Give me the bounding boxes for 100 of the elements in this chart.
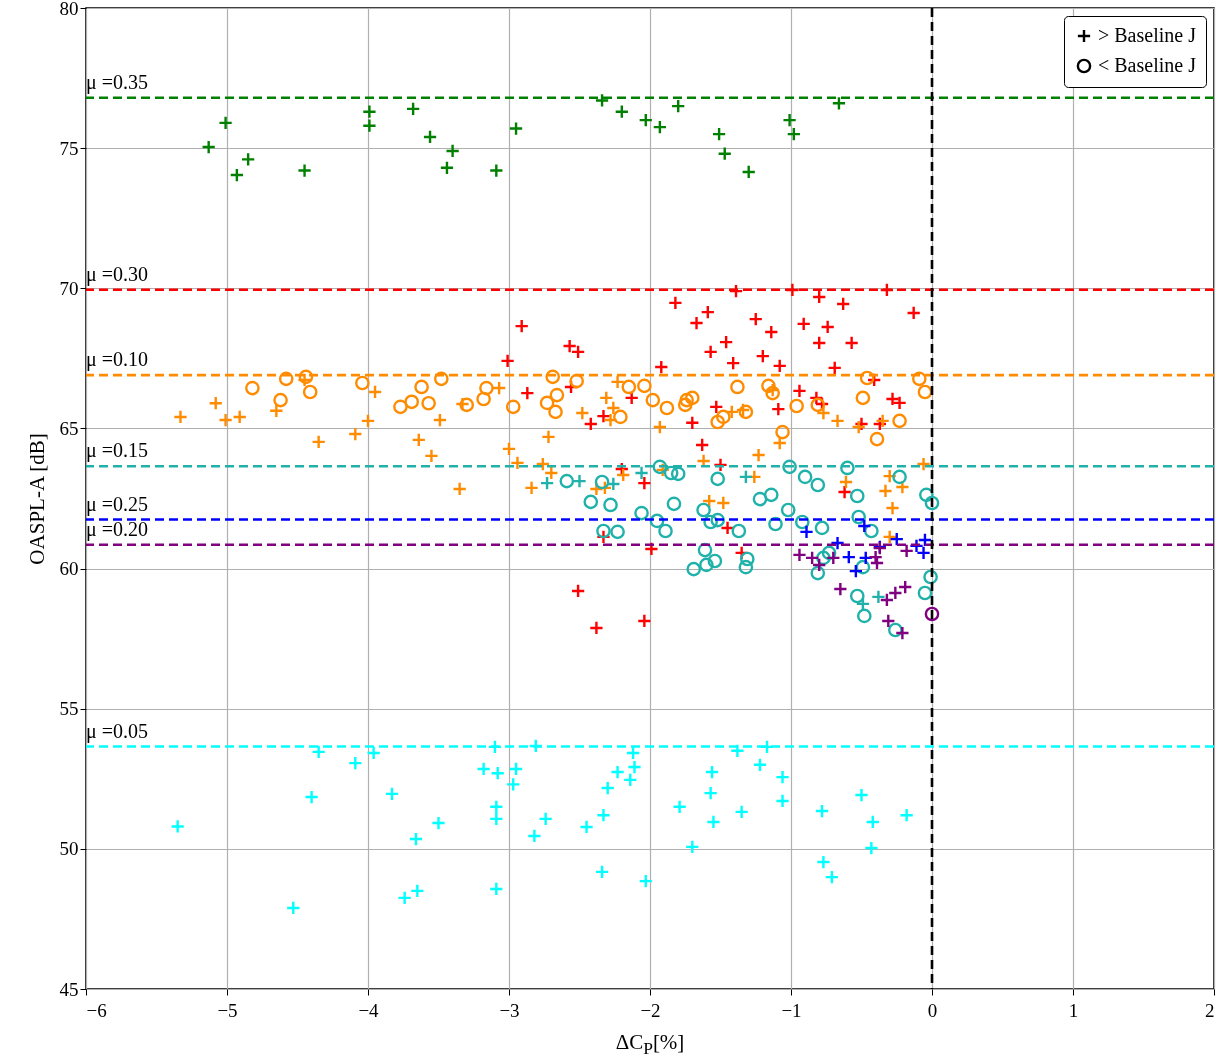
point xyxy=(245,380,260,396)
legend-label: < Baseline J xyxy=(1098,54,1197,76)
point xyxy=(527,828,542,844)
point xyxy=(637,475,652,491)
x-tick-label: −4 xyxy=(358,999,380,1021)
point xyxy=(414,379,429,395)
point xyxy=(488,163,504,178)
point xyxy=(888,622,903,638)
point xyxy=(596,408,611,424)
point xyxy=(865,814,881,830)
point xyxy=(827,360,843,376)
point xyxy=(857,518,872,534)
point xyxy=(539,475,555,491)
point xyxy=(888,585,903,601)
point xyxy=(770,401,786,417)
y-tick-label: 60 xyxy=(59,558,79,580)
point xyxy=(549,387,565,403)
point xyxy=(748,311,764,327)
point xyxy=(816,854,831,870)
point xyxy=(814,803,830,819)
y-tick-label: 75 xyxy=(59,137,79,159)
point xyxy=(311,744,326,760)
point xyxy=(240,152,256,167)
point xyxy=(613,409,628,425)
point xyxy=(658,523,673,539)
point xyxy=(638,873,654,889)
point xyxy=(864,840,879,856)
x-tick-label: −1 xyxy=(781,999,802,1021)
x-tick-label: −6 xyxy=(86,999,107,1021)
annotation: μ =0.10 xyxy=(86,348,149,372)
point xyxy=(476,391,491,407)
point xyxy=(627,759,642,775)
annotation: μ =0.35 xyxy=(86,70,149,94)
annotation: μ =0.15 xyxy=(86,439,149,463)
point xyxy=(278,371,294,387)
point xyxy=(811,289,827,305)
point xyxy=(347,755,363,771)
point xyxy=(775,793,790,809)
point xyxy=(452,481,467,497)
point xyxy=(710,414,725,430)
point xyxy=(924,495,940,511)
point xyxy=(789,398,804,414)
point xyxy=(810,477,826,493)
point xyxy=(734,804,749,820)
point xyxy=(637,378,652,394)
point xyxy=(362,104,377,120)
x-tick-label: 1 xyxy=(1068,999,1079,1021)
point xyxy=(501,441,517,457)
point xyxy=(796,316,812,332)
point xyxy=(170,819,185,834)
point xyxy=(710,471,725,487)
point xyxy=(347,426,363,442)
point xyxy=(218,115,233,131)
point xyxy=(892,469,907,485)
point xyxy=(610,764,625,780)
point xyxy=(384,786,400,802)
point xyxy=(708,399,724,415)
point xyxy=(410,883,425,899)
annotation: μ =0.25 xyxy=(86,492,149,516)
point xyxy=(697,542,713,558)
point xyxy=(273,392,288,408)
point xyxy=(831,95,847,111)
point xyxy=(797,469,813,485)
x-tick-label: 0 xyxy=(927,999,938,1021)
point xyxy=(659,400,675,416)
point xyxy=(700,304,716,320)
point xyxy=(703,785,718,801)
point xyxy=(840,460,855,476)
point xyxy=(707,553,723,569)
point xyxy=(637,613,652,629)
point xyxy=(218,412,233,428)
y-tick-label: 50 xyxy=(59,838,79,860)
point xyxy=(625,745,641,761)
point xyxy=(761,378,776,394)
point xyxy=(739,551,755,567)
y-tick-label: 55 xyxy=(59,698,79,720)
point xyxy=(731,523,747,539)
point xyxy=(490,765,506,781)
point xyxy=(880,613,896,629)
point xyxy=(889,531,905,547)
x-axis-title: ΔC$_{P}$[%] xyxy=(614,1030,686,1060)
point xyxy=(824,869,840,885)
point xyxy=(624,390,639,406)
point xyxy=(508,121,524,136)
point xyxy=(899,807,914,823)
point xyxy=(833,581,848,597)
y-tick-label: 65 xyxy=(59,417,79,439)
point xyxy=(645,392,661,408)
point xyxy=(652,119,668,135)
point xyxy=(548,404,563,420)
point xyxy=(869,431,885,447)
point xyxy=(421,395,436,411)
point xyxy=(848,563,864,579)
point xyxy=(720,520,735,536)
point xyxy=(854,787,869,803)
point xyxy=(835,296,851,312)
point xyxy=(670,466,686,482)
point xyxy=(772,358,788,374)
point xyxy=(763,324,779,340)
point xyxy=(684,390,700,406)
